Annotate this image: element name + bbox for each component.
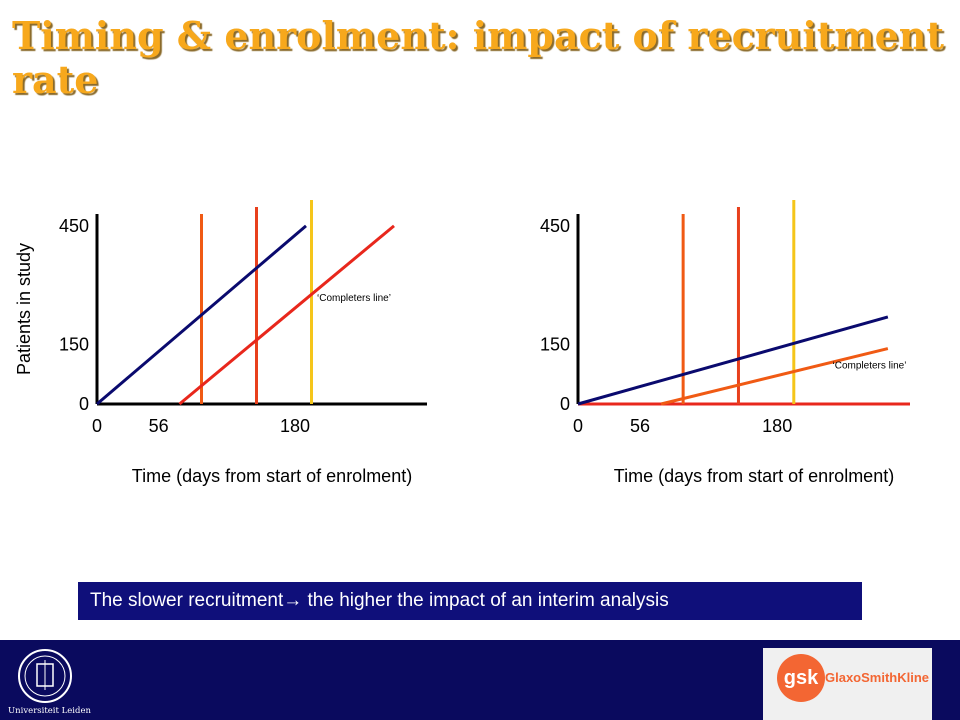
y-axis-label: Patients in study [14,243,34,375]
x-axis-label-right: Time (days from start of enrolment) [614,466,894,486]
y-tick-label: 450 [59,216,89,236]
gsk-mark-icon: gsk [777,654,825,702]
y-tick-label: 450 [540,216,570,236]
completers-line-right [660,347,889,406]
x-tick-label: 0 [573,416,583,436]
x-tick-label: 56 [149,416,169,436]
x-tick-label: 180 [280,416,310,436]
university-seal-icon [18,649,72,703]
charts-canvas: 0 150 450 0 56 180 Time (days from start of en… [14,200,910,486]
company-name: GlaxoSmithKline [825,670,930,685]
x-axis-label-left: Time (days from start of enrolment) [132,466,412,486]
banner-text-before: The slower recruitment [90,590,284,611]
enrolment-line-left [96,224,307,406]
completers-annotation-right: ‘Completers line’ [833,360,907,371]
y-tick-label: 150 [540,335,570,355]
enrolment-line-right [577,315,889,406]
x-tick-label: 180 [762,416,792,436]
footer-bar: Universiteit Leiden gsk GlaxoSmithKline [0,640,960,720]
x-tick-label: 56 [630,416,650,436]
y-tick-label: 150 [59,335,89,355]
completers-line-left [178,224,395,406]
y-tick-label: 0 [560,394,570,414]
conclusion-banner: The slower recruitment→ the higher the i… [78,582,862,620]
company-logo: gsk GlaxoSmithKline [763,648,932,720]
banner-text-after: the higher the impact of an interim anal… [302,590,669,611]
y-tick-label: 0 [79,394,89,414]
university-logo: Universiteit Leiden [8,646,91,718]
arrow-icon: → [283,590,303,611]
university-name: Universiteit Leiden [8,706,91,716]
completers-annotation-left: ‘Completers line’ [317,293,391,304]
slide-title: Timing & enrolment: impact of recruitmen… [12,13,944,102]
x-tick-label: 0 [92,416,102,436]
